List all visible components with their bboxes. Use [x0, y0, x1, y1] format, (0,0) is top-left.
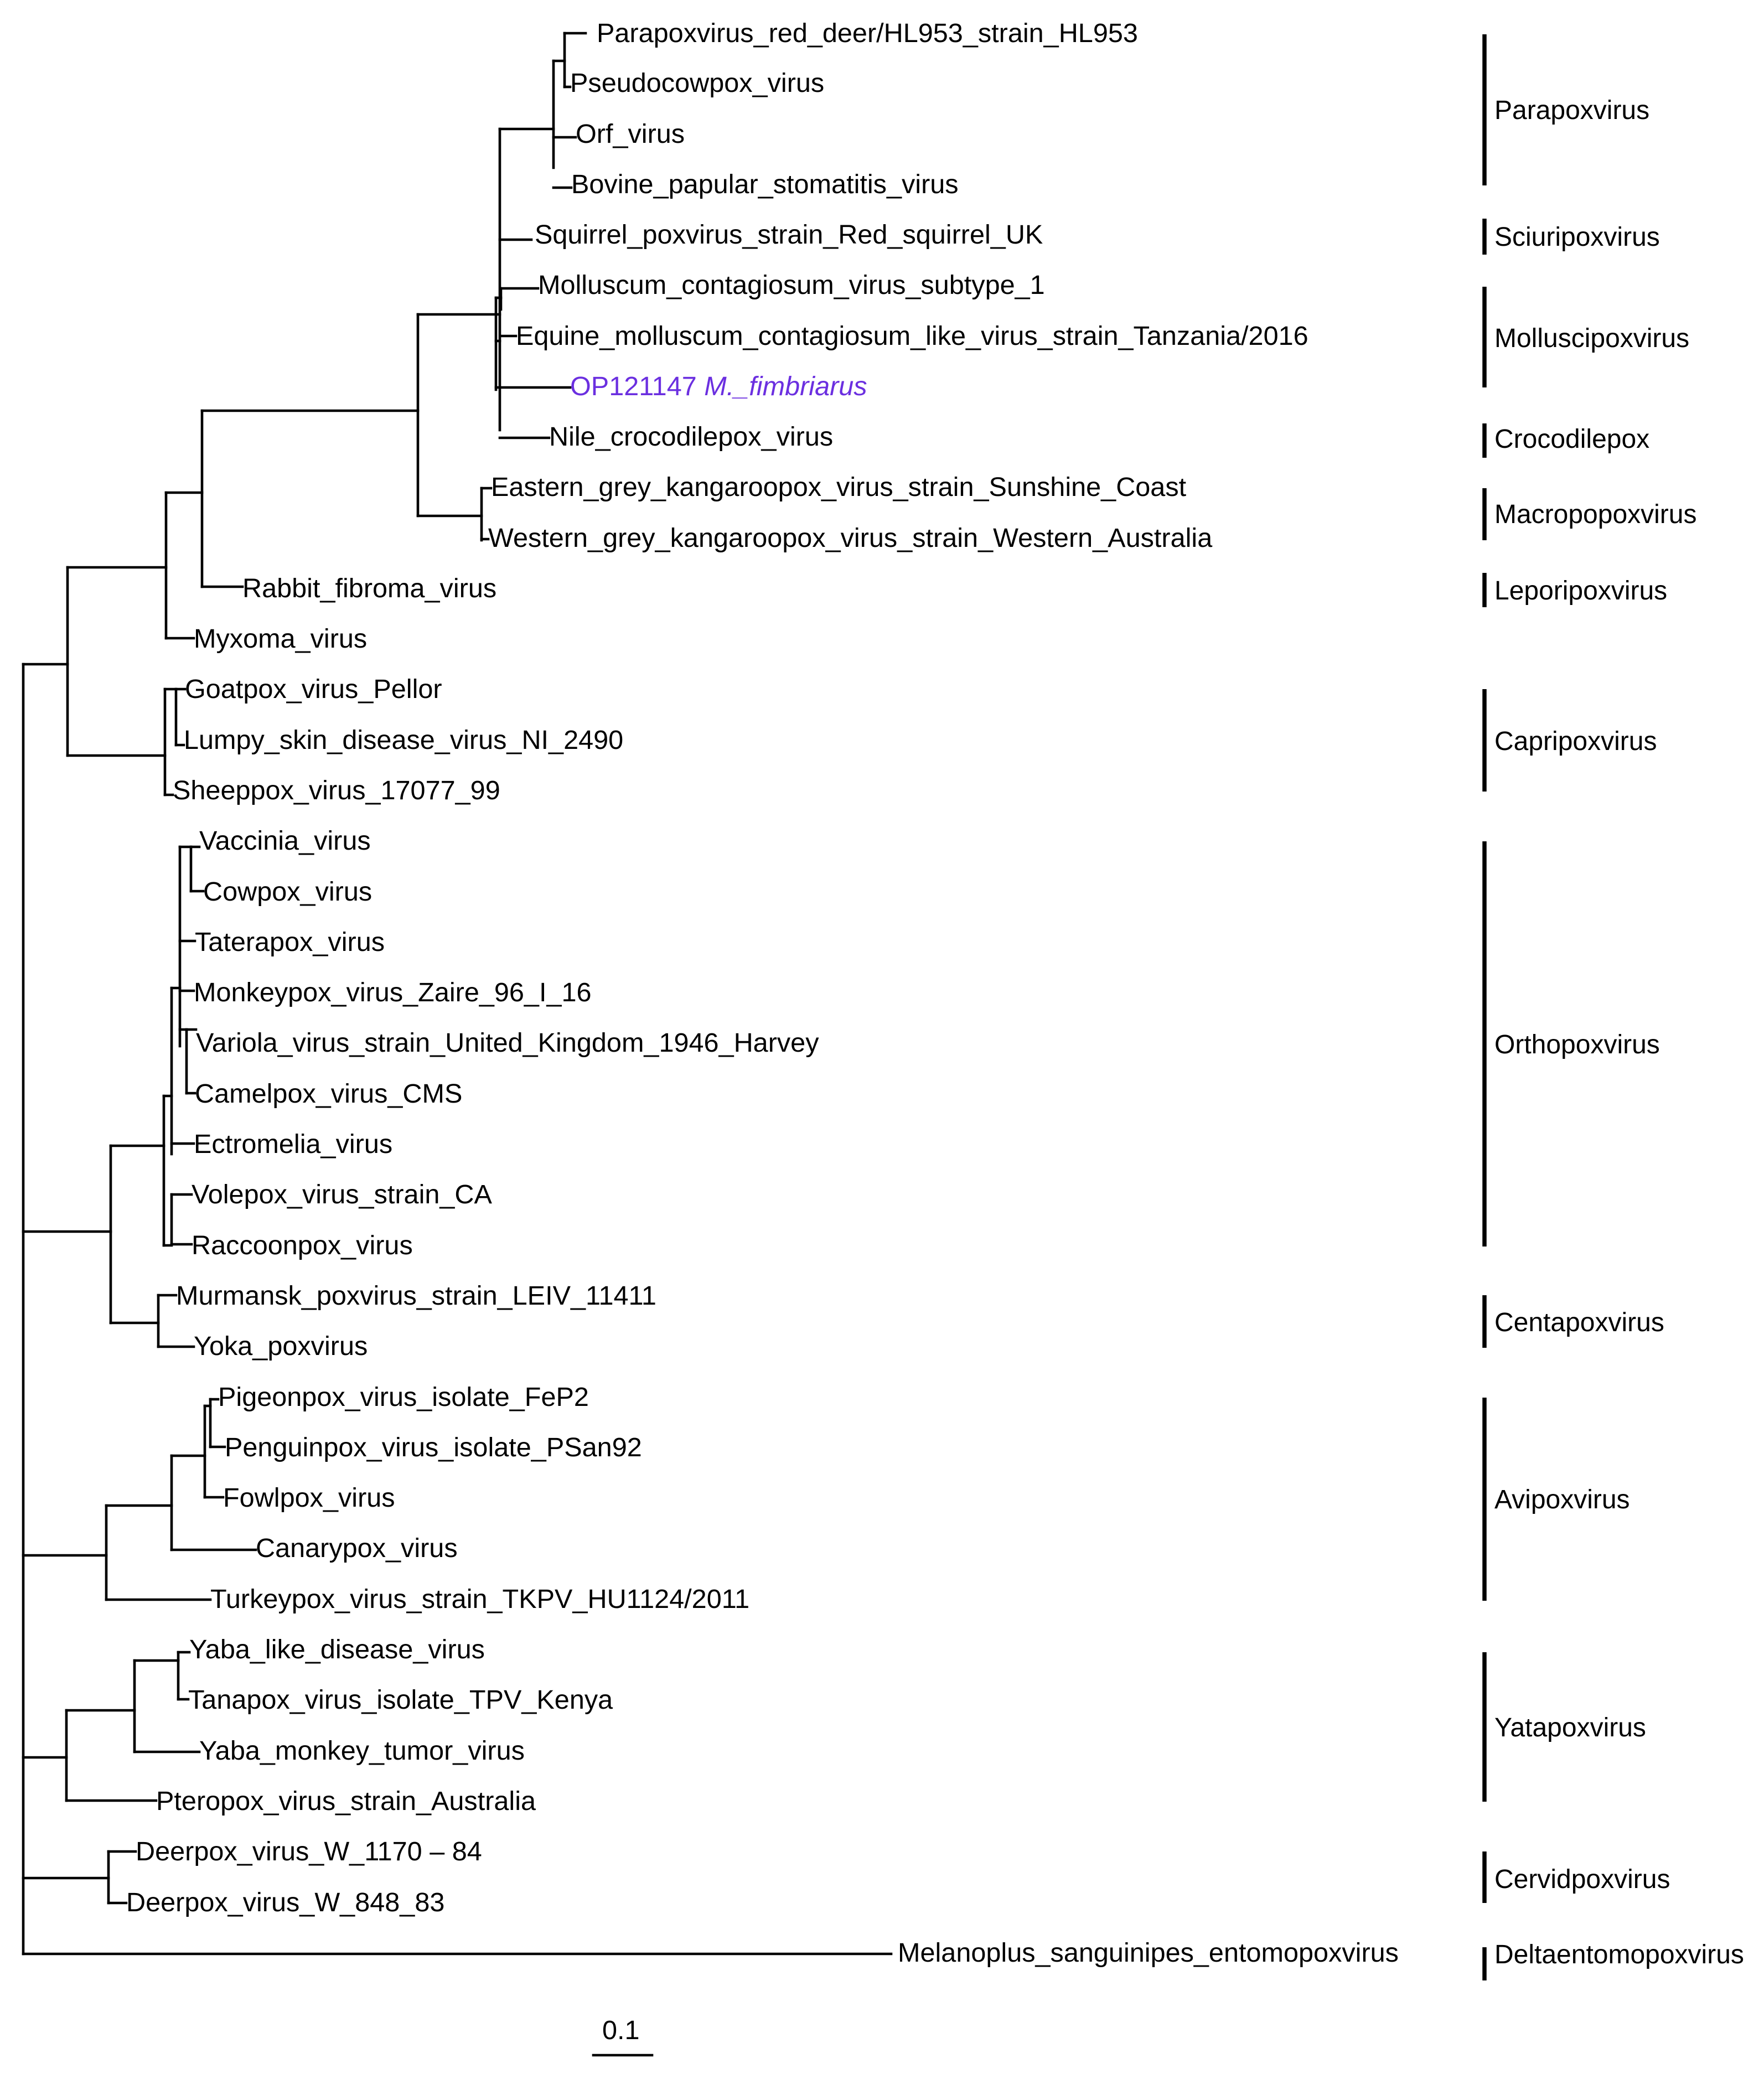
taxon-label: Yaba_monkey_tumor_virus — [199, 1736, 525, 1766]
taxon-label: Parapoxvirus_red_deer/HL953_strain_HL953 — [597, 18, 1138, 48]
clade-annotations: Parapoxvirus Sciuripoxvirus Molluscipoxv… — [1482, 34, 1744, 1980]
species-name: M._fimbriarus — [704, 371, 867, 401]
taxon-label: Monkeypox_virus_Zaire_96_I_16 — [194, 977, 592, 1007]
clade-label: Avipoxvirus — [1494, 1485, 1630, 1514]
taxon-label: Yoka_poxvirus — [194, 1331, 368, 1361]
taxon-label: Tanapox_virus_isolate_TPV_Kenya — [188, 1685, 613, 1715]
taxon-label: Volepox_virus_strain_CA — [192, 1180, 493, 1209]
clade-label: Crocodilepox — [1494, 425, 1649, 454]
taxon-label: Pteropox_virus_strain_Australia — [156, 1786, 536, 1816]
clade-label: Centapoxvirus — [1494, 1308, 1664, 1337]
taxon-label: Camelpox_virus_CMS — [195, 1079, 462, 1109]
taxon-label: Eastern_grey_kangaroopox_virus_strain_Su… — [491, 472, 1187, 502]
taxon-label: Raccoonpox_virus — [192, 1230, 413, 1260]
taxon-label: Yaba_like_disease_virus — [189, 1635, 485, 1664]
taxon-label: Rabbit_fibroma_virus — [242, 573, 496, 603]
clade-label: Cervidpoxvirus — [1494, 1865, 1670, 1894]
taxon-label: Cowpox_virus — [203, 877, 372, 907]
taxon-label: Sheeppox_virus_17077_99 — [173, 775, 500, 805]
clade-label: Parapoxvirus — [1494, 96, 1649, 125]
taxon-label: Taterapox_virus — [195, 927, 385, 957]
taxon-label: Bovine_papular_stomatitis_virus — [571, 169, 959, 199]
accession-number: OP121147 — [570, 371, 697, 401]
tree-branches — [22, 32, 893, 1956]
taxon-label: Deerpox_virus_W_848_83 — [126, 1887, 444, 1917]
taxon-label: Goatpox_virus_Pellor — [185, 674, 442, 704]
clade-label: Deltaentomopoxvirus — [1494, 1940, 1744, 1969]
taxon-label: Turkeypox_virus_strain_TKPV_HU1124/2011 — [210, 1584, 749, 1614]
taxon-labels: Parapoxvirus_red_deer/HL953_strain_HL953… — [126, 18, 1399, 1968]
taxon-label: Fowlpox_virus — [223, 1483, 395, 1513]
taxon-label: Pigeonpox_virus_isolate_FeP2 — [218, 1382, 589, 1412]
taxon-label: Molluscum_contagiosum_virus_subtype_1 — [538, 270, 1045, 300]
taxon-label: Melanoplus_sanguinipes_entomopoxvirus — [898, 1938, 1399, 1968]
taxon-label: Vaccinia_virus — [199, 826, 371, 856]
clade-label: Macropopoxvirus — [1494, 500, 1696, 529]
taxon-label: Myxoma_virus — [194, 624, 367, 654]
taxon-label: Orf_virus — [576, 119, 685, 149]
clade-label: Yatapoxvirus — [1494, 1713, 1646, 1742]
taxon-label: Deerpox_virus_W_1170 – 84 — [136, 1837, 482, 1866]
clade-label: Sciuripoxvirus — [1494, 223, 1660, 252]
clade-label: Orthopoxvirus — [1494, 1030, 1660, 1059]
taxon-label: Ectromelia_virus — [194, 1129, 392, 1159]
taxon-label: Equine_molluscum_contagiosum_like_virus_… — [516, 321, 1308, 351]
taxon-label: Lumpy_skin_disease_virus_NI_2490 — [184, 725, 623, 755]
scale-bar: 0.1 — [592, 2015, 654, 2057]
taxon-label: Pseudocowpox_virus — [570, 68, 824, 98]
taxon-label: Western_grey_kangaroopox_virus_strain_We… — [488, 523, 1213, 553]
taxon-label: Canarypox_virus — [256, 1533, 458, 1563]
scale-bar-label: 0.1 — [602, 2015, 640, 2045]
clade-label: Molluscipoxvirus — [1494, 324, 1689, 353]
taxon-label: Variola_virus_strain_United_Kingdom_1946… — [196, 1028, 819, 1058]
taxon-label-highlighted: OP121147 M._fimbriarus — [570, 371, 867, 401]
clade-label: Capripoxvirus — [1494, 727, 1657, 756]
taxon-label: Nile_crocodilepox_virus — [549, 422, 833, 452]
taxon-label: Murmansk_poxvirus_strain_LEIV_11411 — [176, 1281, 656, 1311]
clade-label: Leporipoxvirus — [1494, 576, 1667, 606]
taxon-label: Penguinpox_virus_isolate_PSan92 — [225, 1432, 642, 1462]
taxon-label: Squirrel_poxvirus_strain_Red_squirrel_UK — [535, 220, 1043, 250]
